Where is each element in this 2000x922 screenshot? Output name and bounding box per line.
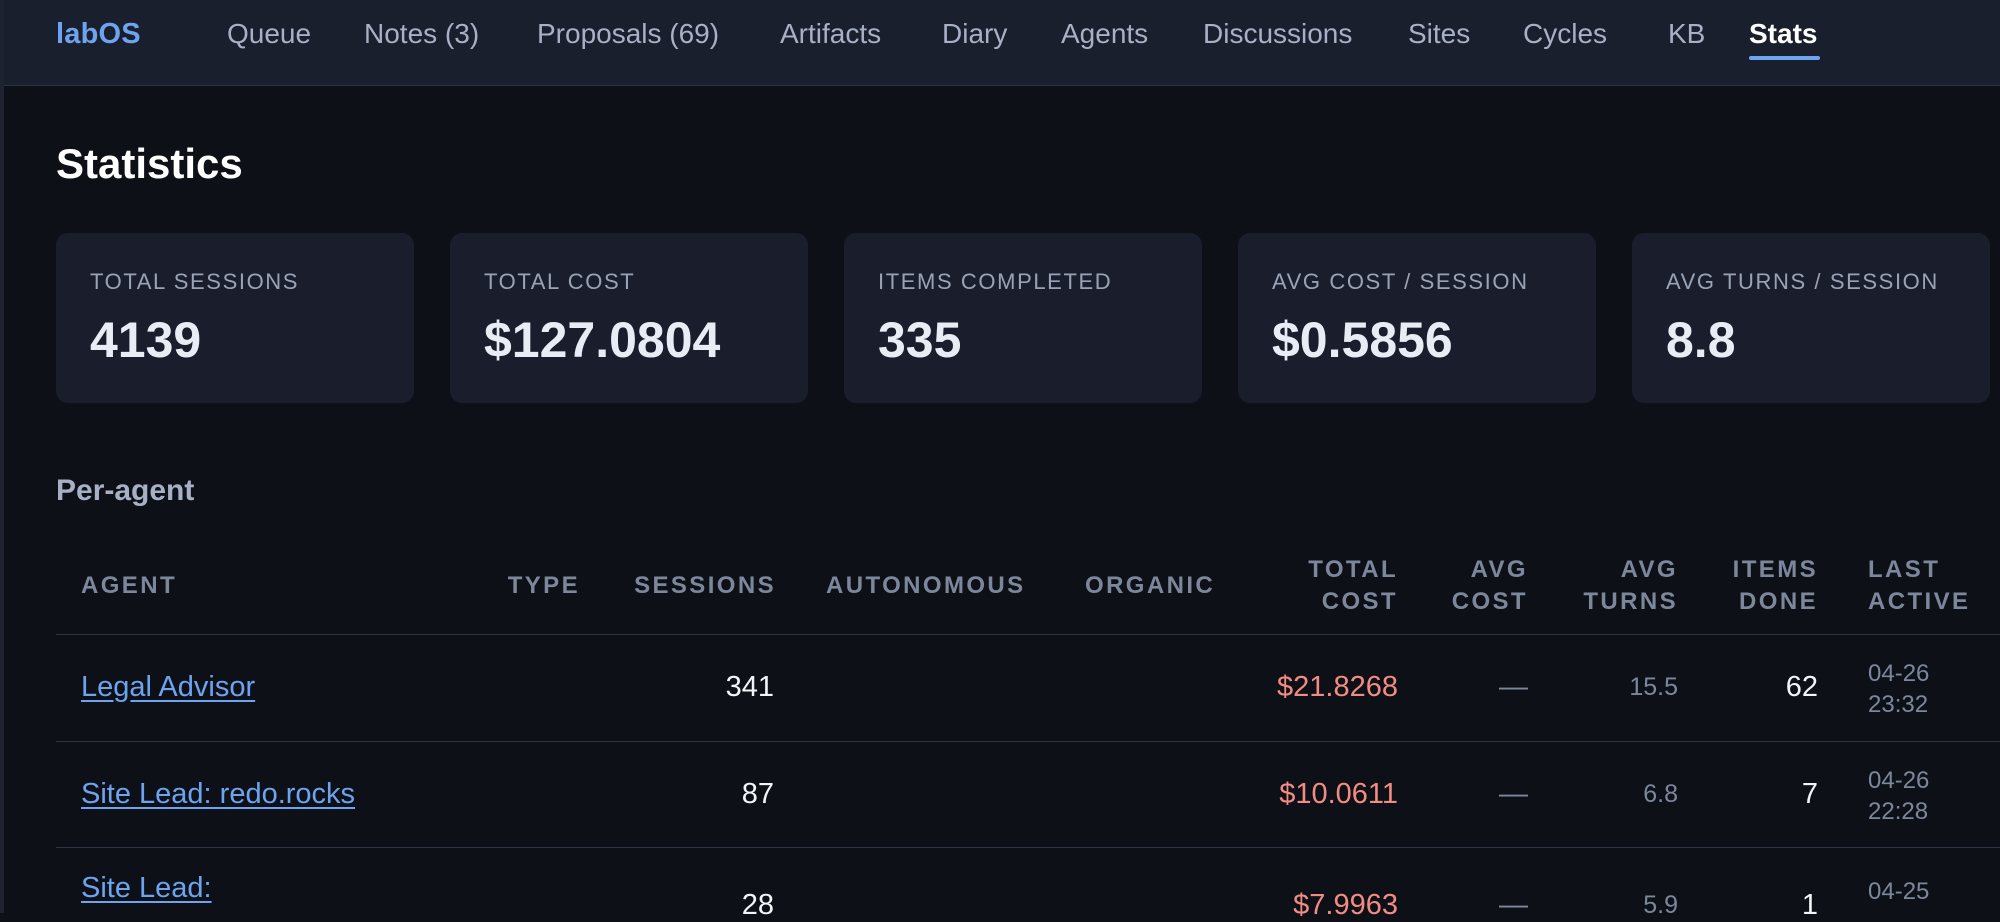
brand-logo[interactable]: labOS — [56, 18, 141, 50]
header-line: ITEMS — [1732, 556, 1818, 583]
cell-last-active: 04-25 — [1868, 876, 1988, 907]
header-line: AVG — [1470, 556, 1528, 583]
column-header-organic[interactable]: ORGANIC — [1085, 572, 1216, 599]
stat-card-total-sessions: TOTAL SESSIONS 4139 — [56, 233, 414, 403]
last-active-date: 04-25 — [1868, 878, 1930, 905]
nav-item-artifacts[interactable]: Artifacts — [780, 18, 882, 49]
table-header-divider — [56, 634, 2000, 635]
header-line: AVG — [1620, 556, 1678, 583]
header-line: COST — [1451, 588, 1528, 615]
cell-items-done: 1 — [1801, 889, 1818, 921]
last-active-time: 23:32 — [1868, 691, 1929, 718]
row-divider — [56, 741, 2000, 742]
column-header-last-active[interactable]: LAST ACTIVE — [1868, 554, 1996, 618]
cell-avg-cost: — — [1499, 671, 1528, 703]
stat-card-label: AVG TURNS / SESSION — [1666, 269, 1939, 294]
header-line: TOTAL — [1308, 556, 1398, 583]
nav-item-stats[interactable]: Stats — [1749, 18, 1818, 49]
last-active-time: 22:28 — [1868, 798, 1929, 825]
stat-card-label: TOTAL COST — [484, 269, 636, 294]
row-divider — [56, 847, 2000, 848]
header-line: LAST — [1868, 556, 1941, 583]
left-border — [0, 0, 4, 913]
section-title-per-agent: Per-agent — [56, 474, 195, 507]
cell-sessions: 87 — [741, 778, 774, 810]
stat-card-value: $127.0804 — [484, 312, 721, 368]
column-header-avg-turns[interactable]: AVG TURNS — [1560, 554, 1678, 618]
cell-items-done: 7 — [1801, 778, 1818, 810]
column-header-type[interactable]: TYPE — [507, 572, 580, 599]
top-nav: labOS Queue Notes (3) Proposals (69) Art… — [4, 0, 2000, 86]
agent-link[interactable]: Site Lead: — [81, 872, 212, 904]
cell-total-cost: $7.9963 — [1293, 889, 1398, 921]
cell-sessions: 28 — [741, 889, 774, 921]
agent-link[interactable]: Legal Advisor — [81, 671, 256, 703]
column-header-total-cost[interactable]: TOTAL COST — [1262, 554, 1398, 618]
nav-item-kb[interactable]: KB — [1668, 18, 1706, 49]
header-line: COST — [1321, 588, 1398, 615]
stat-card-label: ITEMS COMPLETED — [878, 269, 1113, 294]
last-active-date: 04-26 — [1868, 660, 1930, 687]
nav-item-queue[interactable]: Queue — [227, 18, 312, 49]
stat-card-label: TOTAL SESSIONS — [90, 269, 300, 294]
nav-item-cycles[interactable]: Cycles — [1523, 18, 1608, 49]
column-header-items-done[interactable]: ITEMS DONE — [1700, 554, 1818, 618]
stat-card-label: AVG COST / SESSION — [1272, 269, 1529, 294]
nav-item-agents[interactable]: Agents — [1061, 18, 1149, 49]
cell-last-active: 04-26 22:28 — [1868, 765, 1988, 827]
nav-item-sites[interactable]: Sites — [1408, 18, 1471, 49]
header-line: TURNS — [1583, 588, 1678, 615]
stat-card-items-completed: ITEMS COMPLETED 335 — [844, 233, 1202, 403]
agent-link[interactable]: Site Lead: redo.rocks — [81, 778, 356, 810]
cell-avg-cost: — — [1499, 778, 1528, 810]
last-active-date: 04-26 — [1868, 767, 1930, 794]
column-header-agent[interactable]: AGENT — [81, 572, 177, 599]
stat-card-value: 335 — [878, 312, 962, 368]
nav-item-notes[interactable]: Notes (3) — [364, 18, 480, 49]
nav-item-diary[interactable]: Diary — [942, 18, 1008, 49]
cell-last-active: 04-26 23:32 — [1868, 658, 1988, 720]
column-header-autonomous[interactable]: AUTONOMOUS — [826, 572, 1026, 599]
column-header-avg-cost[interactable]: AVG COST — [1418, 554, 1528, 618]
stat-card-avg-turns-session: AVG TURNS / SESSION 8.8 — [1632, 233, 1990, 403]
cell-avg-cost: — — [1499, 889, 1528, 921]
cell-items-done: 62 — [1785, 671, 1818, 703]
cell-avg-turns: 6.8 — [1643, 780, 1678, 808]
stat-card-avg-cost-session: AVG COST / SESSION $0.5856 — [1238, 233, 1596, 403]
cell-avg-turns: 5.9 — [1643, 891, 1678, 919]
header-line: DONE — [1739, 588, 1818, 615]
cell-sessions: 341 — [725, 671, 774, 703]
nav-item-discussions[interactable]: Discussions — [1203, 18, 1353, 49]
column-header-sessions[interactable]: SESSIONS — [634, 572, 776, 599]
stat-card-value: 8.8 — [1666, 312, 1736, 368]
cell-avg-turns: 15.5 — [1629, 673, 1678, 701]
stat-card-value: $0.5856 — [1272, 312, 1453, 368]
nav-item-proposals[interactable]: Proposals (69) — [537, 18, 720, 49]
header-line: ACTIVE — [1868, 588, 1971, 615]
stat-card-total-cost: TOTAL COST $127.0804 — [450, 233, 808, 403]
cell-total-cost: $21.8268 — [1277, 671, 1398, 703]
page-title: Statistics — [56, 140, 243, 187]
stat-card-value: 4139 — [90, 312, 202, 368]
active-tab-indicator — [1749, 56, 1820, 60]
cell-total-cost: $10.0611 — [1279, 778, 1398, 810]
